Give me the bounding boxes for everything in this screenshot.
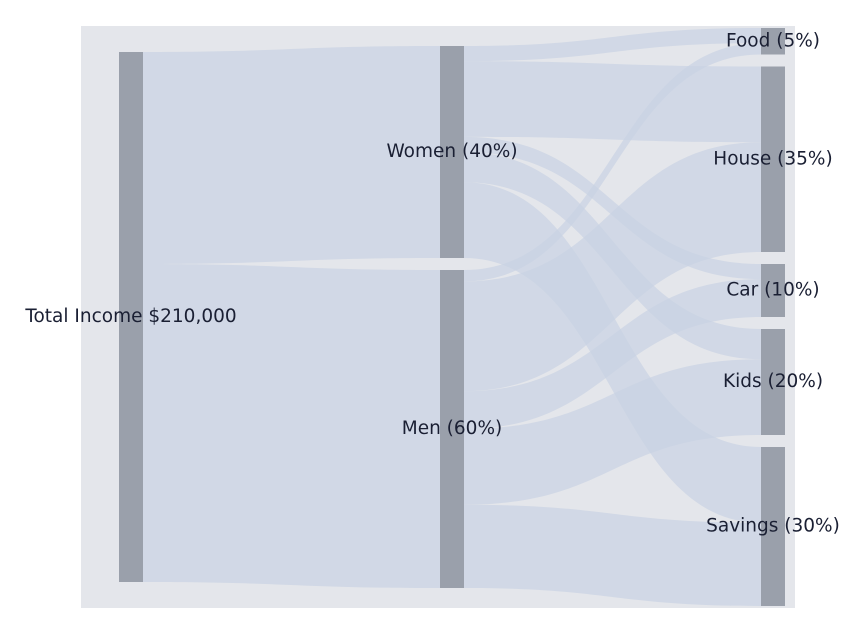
node-label-house: House (35%) (713, 148, 832, 169)
node-layer (119, 28, 785, 606)
node-label-women: Women (40%) (386, 141, 517, 162)
node-food (761, 28, 785, 55)
link-women-car (464, 136, 761, 280)
link-layer (143, 28, 761, 606)
node-total (119, 52, 143, 582)
link-men-food (464, 43, 761, 282)
link-total-men (143, 264, 440, 588)
link-women-house (464, 61, 761, 143)
link-men-car (464, 279, 761, 429)
node-women (440, 46, 464, 258)
node-label-total: Total Income $210,000 (24, 306, 236, 327)
node-label-kids: Kids (20%) (723, 371, 823, 392)
node-men (440, 270, 464, 588)
node-car (761, 264, 785, 317)
link-men-house (464, 142, 761, 392)
node-kids (761, 329, 785, 435)
node-label-food: Food (5%) (726, 30, 820, 51)
link-women-food (464, 28, 761, 62)
node-savings (761, 447, 785, 606)
node-house (761, 66, 785, 252)
node-label-savings: Savings (30%) (706, 516, 840, 537)
link-men-savings (464, 504, 761, 606)
label-layer: Total Income $210,000 Women (40%) Men (60%… (24, 30, 840, 536)
node-label-car: Car (10%) (726, 280, 819, 301)
link-total-women (143, 46, 440, 264)
node-label-men: Men (60%) (402, 418, 503, 439)
link-men-kids (464, 359, 761, 505)
